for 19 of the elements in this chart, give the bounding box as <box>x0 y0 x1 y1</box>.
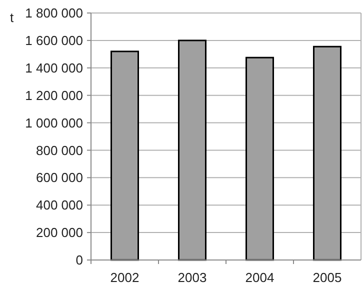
bar <box>246 56 274 261</box>
x-tick-label: 2002 <box>110 270 140 285</box>
y-tick-label: 1 800 000 <box>25 6 83 21</box>
y-tick-label: 1 600 000 <box>25 32 83 48</box>
bar <box>178 40 206 261</box>
y-tick-label: 400 000 <box>36 198 83 213</box>
bar <box>313 46 342 261</box>
y-axis-title: t <box>10 10 14 25</box>
y-tick-label: 1 200 000 <box>25 88 83 103</box>
y-tick-label: 800 000 <box>36 142 83 158</box>
x-tick-label: 2003 <box>178 270 207 285</box>
x-tick-label: 2005 <box>312 270 342 285</box>
y-tick-label: 1 000 000 <box>25 115 83 130</box>
y-tick-label: 200 000 <box>36 225 83 240</box>
y-tick-label: 0 <box>76 252 83 268</box>
x-tick-label: 2004 <box>245 270 274 285</box>
y-tick-label: 600 000 <box>36 170 83 186</box>
y-tick-label: 1 400 000 <box>25 60 83 76</box>
bar <box>110 50 139 261</box>
